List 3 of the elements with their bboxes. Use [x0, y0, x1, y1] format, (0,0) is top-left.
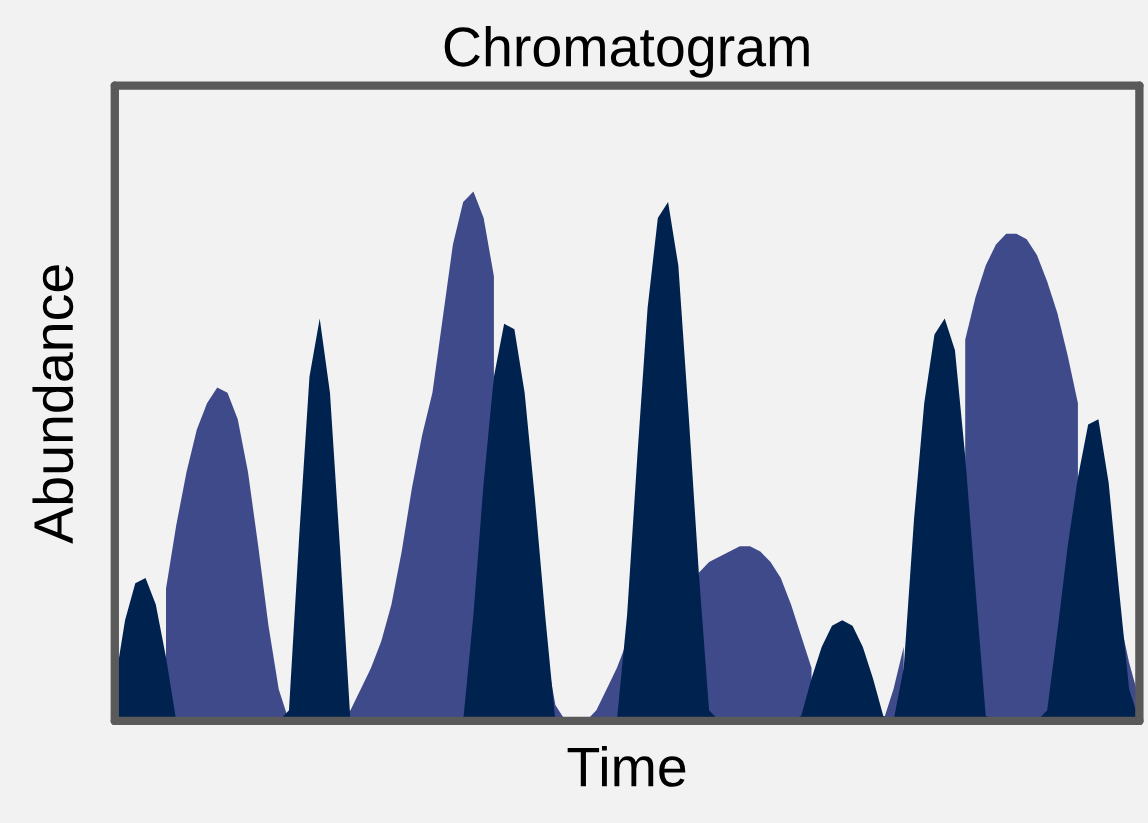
y-axis-title: Abundance	[32, 265, 74, 544]
chart-title: Chromatogram	[444, 25, 809, 78]
x-axis-title: Time	[567, 745, 686, 787]
